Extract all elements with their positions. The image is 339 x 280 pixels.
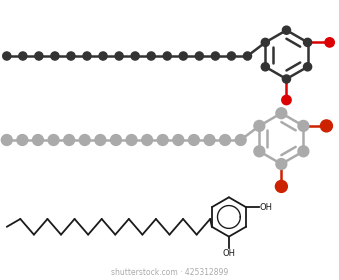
Ellipse shape: [254, 120, 265, 131]
Ellipse shape: [276, 158, 287, 169]
Ellipse shape: [173, 135, 184, 145]
Ellipse shape: [254, 146, 265, 157]
Ellipse shape: [115, 52, 123, 60]
Ellipse shape: [95, 135, 106, 145]
Ellipse shape: [3, 52, 11, 60]
Ellipse shape: [111, 135, 121, 145]
Ellipse shape: [19, 52, 27, 60]
Ellipse shape: [64, 135, 75, 145]
Ellipse shape: [33, 135, 43, 145]
Ellipse shape: [131, 52, 139, 60]
Ellipse shape: [126, 135, 137, 145]
Text: shutterstock.com · 425312899: shutterstock.com · 425312899: [111, 268, 228, 277]
Ellipse shape: [325, 38, 334, 47]
Ellipse shape: [17, 135, 28, 145]
Ellipse shape: [1, 135, 12, 145]
Ellipse shape: [303, 63, 312, 71]
Ellipse shape: [67, 52, 75, 60]
Ellipse shape: [220, 135, 231, 145]
Ellipse shape: [275, 180, 287, 192]
Ellipse shape: [51, 52, 59, 60]
Ellipse shape: [243, 52, 252, 60]
Ellipse shape: [147, 52, 155, 60]
Ellipse shape: [320, 120, 333, 132]
Ellipse shape: [79, 135, 90, 145]
Ellipse shape: [163, 52, 171, 60]
Ellipse shape: [142, 135, 153, 145]
Ellipse shape: [235, 135, 246, 145]
Ellipse shape: [157, 135, 168, 145]
Ellipse shape: [282, 75, 291, 83]
Ellipse shape: [298, 120, 309, 131]
Ellipse shape: [48, 135, 59, 145]
Ellipse shape: [303, 38, 312, 46]
Ellipse shape: [35, 52, 43, 60]
Ellipse shape: [298, 146, 309, 157]
Ellipse shape: [261, 63, 270, 71]
Text: OH: OH: [259, 203, 273, 212]
Ellipse shape: [282, 26, 291, 34]
Ellipse shape: [179, 52, 187, 60]
Ellipse shape: [195, 52, 203, 60]
Ellipse shape: [83, 52, 91, 60]
Ellipse shape: [261, 38, 270, 46]
Ellipse shape: [204, 135, 215, 145]
Ellipse shape: [211, 52, 219, 60]
Ellipse shape: [188, 135, 199, 145]
Ellipse shape: [282, 95, 291, 105]
Ellipse shape: [227, 52, 236, 60]
Ellipse shape: [99, 52, 107, 60]
Ellipse shape: [276, 108, 287, 119]
Text: OH: OH: [222, 249, 235, 258]
